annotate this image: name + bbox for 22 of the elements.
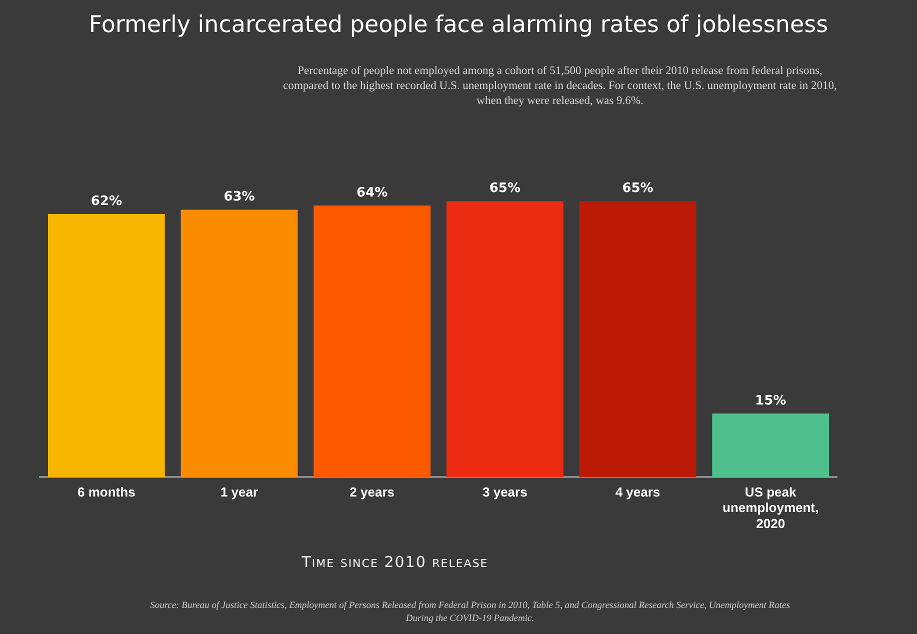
x-tick-label: US peak unemployment, 2020 <box>722 484 819 531</box>
bar <box>712 414 830 478</box>
bar <box>48 214 165 478</box>
bar <box>180 210 298 478</box>
chart-subtitle: Percentage of people not employed among a cohort of 51,500 people after their 2010 release from federal prisons, compared to the highest recorded U.S. unemployment rate in decades. For context, the U.S. unemployment rate in 2010, when they were released, was 9.6%. <box>282 64 838 109</box>
x-tick-label: 3 years <box>482 484 528 500</box>
chart-title: Formerly incarcerated people face alarming rates of joblessness <box>88 12 830 38</box>
x-tick-label: 6 months <box>78 484 136 500</box>
data-label: 65% <box>622 181 654 196</box>
source-note: Source: Bureau of Justice Statistics, Employment of Persons Released from Federal Prison in 2010, Table 5, and Congressional Research Service, Unemployment Rates During the COVID-19 Pandemic. <box>150 600 790 626</box>
data-label: 64% <box>356 185 388 200</box>
x-tick-label: 1 year <box>220 484 258 500</box>
x-tick-label: 2 years <box>350 484 394 500</box>
data-label: 62% <box>90 194 122 209</box>
data-label: 65% <box>489 181 520 196</box>
data-label: 63% <box>224 190 255 205</box>
bar <box>579 201 696 478</box>
x-tick-label: 4 years <box>615 484 660 500</box>
bar <box>314 205 431 478</box>
x-axis-title: Time since 2010 release <box>300 553 490 571</box>
data-label: 15% <box>755 393 786 408</box>
bar <box>446 201 564 478</box>
